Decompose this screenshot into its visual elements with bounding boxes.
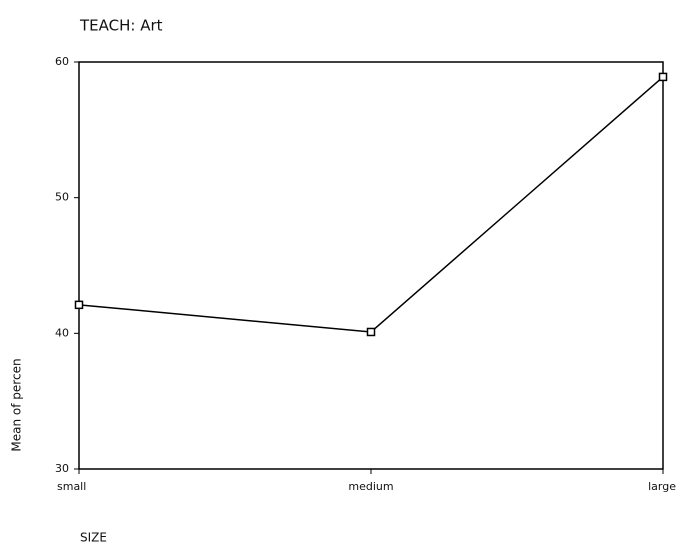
y-tick-label: 50 [55, 191, 69, 204]
y-tick-label: 40 [55, 326, 69, 339]
plot-frame [78, 61, 664, 470]
marker [366, 327, 376, 337]
x-tick-label: medium [348, 480, 393, 493]
line [78, 76, 664, 333]
x-axis-label: SIZE [80, 531, 107, 544]
marker [658, 72, 668, 82]
y-axis-label: Mean of percen [10, 358, 24, 451]
x-tick-label: small [57, 480, 86, 493]
x-tick-label: large [648, 480, 676, 493]
y-tick-label: 60 [55, 55, 69, 68]
marker [74, 300, 84, 310]
chart-title: TEACH: Art [79, 17, 163, 35]
y-tick-label: 30 [55, 462, 69, 475]
